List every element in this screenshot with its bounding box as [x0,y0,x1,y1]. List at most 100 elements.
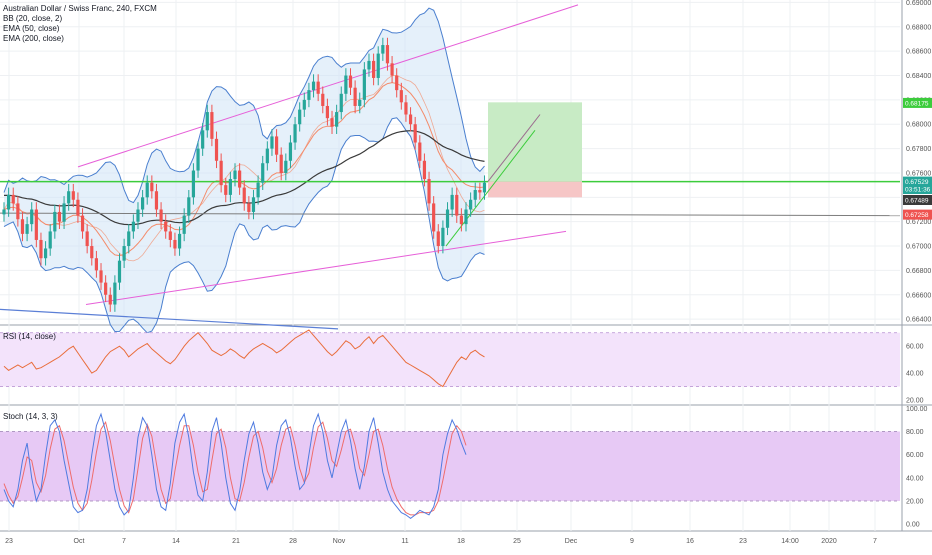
rsi-tick-label: 60.00 [906,344,924,351]
candle-body [159,209,163,222]
stoch-tick-label: 80.00 [906,429,924,436]
price-label-tag [903,184,932,194]
price-label-text: 03:51:36 [905,187,931,194]
candle-body [122,246,126,261]
candle-body [150,182,154,192]
candle-body [422,160,427,180]
candle-body [127,231,131,247]
price-tick-label: 0.68600 [906,49,931,56]
candle-body [335,112,339,127]
rsi-line [3,329,485,388]
price-tick-label: 0.67600 [906,170,931,177]
candle-body [321,93,325,106]
candle-body [265,148,269,164]
candle-body [482,182,487,193]
candle-body [136,209,140,222]
candle-body [432,203,436,232]
time-tick-label: 28 [289,538,297,545]
candle-body [478,190,482,193]
candle-body [274,136,279,155]
stoch-tick-label: 60.00 [906,452,924,459]
target-zone [488,102,582,182]
indicator-bb: BB (20, close, 2) [3,14,63,23]
bb-lower-line [3,117,485,334]
candle-body [473,190,477,200]
projection-arrow [487,114,541,182]
candle-body [307,90,311,100]
candle-body [238,170,242,188]
candle-body [339,93,343,113]
candle-body [20,219,25,234]
candle-body [390,63,394,76]
candle-body [302,99,306,110]
price-label-text: 0.68175 [905,100,929,107]
candle-body [395,75,399,91]
candle-body [30,209,34,225]
price-tick-label: 0.69000 [906,0,931,7]
time-tick-label: 9 [630,538,634,545]
time-tick-label: 2020 [821,538,837,545]
candle-body [71,191,75,200]
candle-body [367,60,371,70]
candle-body [404,102,408,115]
candle-body [353,87,357,106]
time-tick-label: 16 [686,538,694,545]
bb-fill [4,8,485,333]
indicator-ema200: EMA (200, close) [3,34,64,43]
candle-body [311,81,316,91]
rsi-tick-label: 40.00 [906,371,924,378]
time-tick-label: 7 [122,538,126,545]
candle-body [67,191,71,204]
candle-body [228,179,232,195]
candle-body [358,99,362,106]
price-tick-label: 0.68400 [906,73,931,80]
time-tick-label: 14 [172,538,180,545]
candle-body [48,231,52,249]
bb-upper-line [3,7,485,204]
candle-body [399,90,403,103]
candle-body [164,221,168,232]
candle-body [233,170,237,180]
price-label-text: 0.67489 [905,198,929,205]
stoch-legend: Stoch (14, 3, 3) [3,412,58,422]
candle-body [182,215,186,234]
candle-body [53,211,57,232]
candle-body [330,118,334,127]
rsi-tick-label: 20.00 [906,397,924,404]
candle-body [376,53,380,78]
candle-body [173,239,177,249]
stop-zone [488,181,582,198]
candle-body [11,194,15,204]
price-tick-label: 0.67200 [906,219,931,226]
stoch-k-line [3,412,467,520]
candle-body [80,215,85,232]
candle-body [427,179,431,204]
price-tick-label: 0.67800 [906,146,931,153]
rsi-band [0,332,900,387]
candle-body [459,215,463,225]
price-tick-label: 0.66400 [906,317,931,324]
candle-body [413,124,417,143]
time-tick-label: 25 [513,538,521,545]
time-tick-label: 7 [873,538,877,545]
price-tick-label: 0.68800 [906,24,931,31]
candle-body [39,239,43,259]
candle-body [325,105,329,119]
candle-body [288,142,293,161]
candle-body [25,224,29,234]
candle-body [154,191,159,210]
candle-body [94,258,98,271]
price-label-tag [903,209,932,220]
candle-body [7,194,11,210]
candle-body [177,233,182,249]
candle-body [224,185,228,195]
channel-upper-line [77,4,579,168]
candle-body [344,75,348,94]
horizontal-level [0,212,901,217]
candle-body [385,45,390,64]
candle-body [141,197,145,210]
stoch-tick-label: 0.00 [906,522,920,529]
candle-body [62,203,66,222]
